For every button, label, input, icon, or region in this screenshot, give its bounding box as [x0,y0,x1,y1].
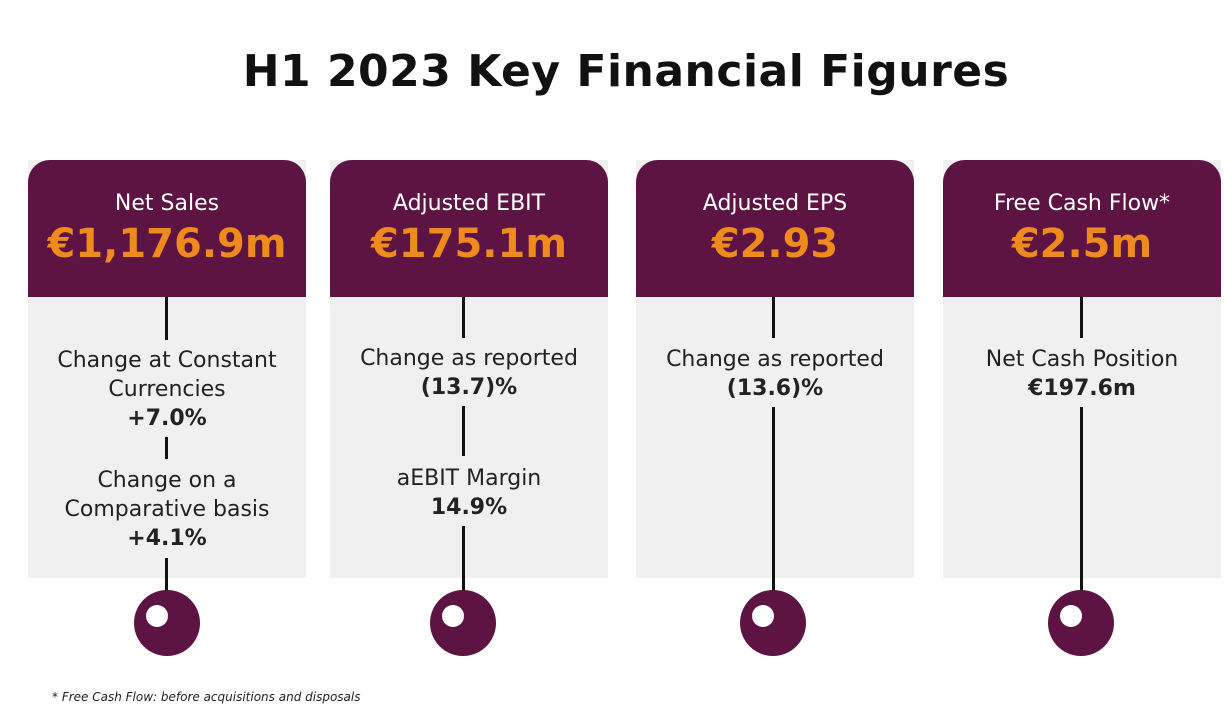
metric-value: +4.1% [127,526,207,551]
metric-block: Change as reported (13.7)% [330,344,608,402]
page-title: H1 2023 Key Financial Figures [242,46,1010,97]
adjusted-ebit-card: Adjusted EBIT €175.1m Change as reported… [330,160,608,592]
metric-value: (13.6)% [726,376,824,401]
net-sales-card: Net Sales €1,176.9m Change at Constant C… [28,160,306,592]
connector-line [772,297,775,338]
card-header: Net Sales €1,176.9m [28,160,306,297]
circle-marker-icon [134,590,200,656]
card-label: Net Sales [114,191,220,216]
circle-marker-icon [1048,590,1114,656]
card-value: €175.1m [370,221,568,267]
connector-line [1080,297,1083,338]
card-value: €1,176.9m [47,221,287,267]
footnote: * Free Cash Flow: before acquisitions an… [52,690,361,704]
card-header: Adjusted EBIT €175.1m [330,160,608,297]
metric-block: aEBIT Margin 14.9% [330,464,608,522]
connector-line [462,526,465,592]
metric-label: Change on a [97,468,237,493]
metric-value: (13.7)% [420,375,518,400]
metric-label: Change as reported [360,346,578,371]
metric-value: +7.0% [127,406,207,431]
card-label: Adjusted EPS [702,191,848,216]
card-value: €2.93 [711,221,839,267]
adjusted-eps-card: Adjusted EPS €2.93 Change as reported (1… [636,160,914,592]
connector-line [165,297,168,340]
metric-block: Change on a Comparative basis +4.1% [28,466,306,553]
card-header: Adjusted EPS €2.93 [636,160,914,297]
card-value: €2.5m [1011,221,1153,267]
free-cash-flow-card: Free Cash Flow* €2.5m Net Cash Position … [943,160,1221,592]
card-label: Adjusted EBIT [392,191,546,216]
connector-line [462,406,465,456]
metric-label: aEBIT Margin [396,466,542,491]
circle-marker-icon [740,590,806,656]
metric-label: Net Cash Position [985,347,1179,372]
metric-label: Currencies [108,377,226,402]
metric-value: €197.6m [1028,376,1136,401]
card-header: Free Cash Flow* €2.5m [943,160,1221,297]
connector-line [165,558,168,592]
circle-marker-icon [430,590,496,656]
metric-value: 14.9% [430,495,508,520]
connector-line [165,437,168,459]
connector-line [1080,407,1083,592]
metric-label: Comparative basis [64,497,270,522]
connector-line [772,407,775,592]
metric-label: Change as reported [666,347,884,372]
metric-block: Change at Constant Currencies +7.0% [28,346,306,433]
metric-label: Change at Constant [57,348,277,373]
card-label: Free Cash Flow* [993,191,1171,216]
connector-line [462,297,465,338]
metric-block: Net Cash Position €197.6m [943,345,1221,403]
metric-block: Change as reported (13.6)% [636,345,914,403]
